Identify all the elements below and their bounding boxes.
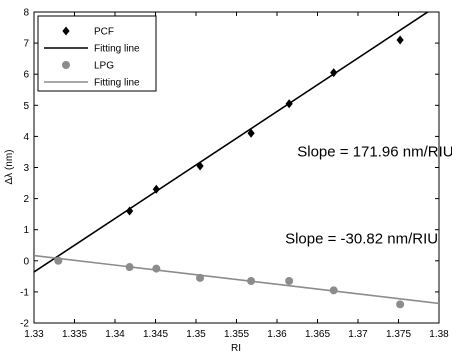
legend-label: Fitting line	[94, 78, 140, 89]
y-tick-label: 5	[23, 101, 29, 112]
legend-label: Fitting line	[94, 44, 140, 55]
legend-diamond-marker	[62, 26, 70, 36]
legend: PCF Fitting line LPG Fitting line	[37, 15, 157, 92]
x-tick-label: 1.34	[105, 329, 125, 340]
y-tick-label: 8	[23, 8, 29, 19]
pcf-data-point	[196, 161, 204, 171]
y-axis-label: Δλ (nm)	[4, 149, 15, 184]
lpg-data-point	[329, 286, 338, 295]
y-tick-label: 2	[23, 194, 29, 205]
x-axis-label: RI	[231, 343, 241, 352]
data-points	[54, 35, 405, 309]
y-tick-label: 6	[23, 70, 29, 81]
lpg-data-point	[285, 277, 294, 286]
lpg-fitting-line	[34, 254, 439, 305]
lpg-data-point	[125, 263, 134, 272]
y-tick-label: 0	[23, 256, 29, 267]
x-tick-label: 1.37	[348, 329, 368, 340]
pcf-fitting-line	[34, 12, 430, 273]
x-tick-label: 1.375	[386, 329, 411, 340]
y-tick-label: -1	[20, 287, 29, 298]
legend-label: PCF	[94, 27, 114, 38]
x-tick-label: 1.345	[143, 329, 168, 340]
x-tick-label: 1.365	[305, 329, 330, 340]
legend-label: LPG	[94, 61, 114, 72]
x-tick-label: 1.335	[62, 329, 87, 340]
annotations: Slope = 171.96 nm/RIU Slope = -30.82 nm/R…	[285, 144, 452, 248]
lpg-data-point	[152, 264, 161, 273]
pcf-data-point	[285, 99, 293, 109]
lpg-data-point	[196, 273, 205, 282]
fit-lines	[34, 12, 439, 305]
pcf-data-point	[247, 128, 255, 138]
legend-circle-marker	[62, 61, 70, 69]
y-tick-label: 3	[23, 163, 29, 174]
axis-ticks: 1.33 1.335 1.34 1.345 1.35 1.355 1.36 1.365 1.37…	[20, 8, 449, 341]
y-tick-label: 1	[23, 225, 29, 236]
lpg-data-point	[396, 300, 405, 309]
x-tick-label: 1.36	[267, 329, 287, 340]
x-tick-label: 1.38	[429, 329, 449, 340]
x-tick-label: 1.355	[224, 329, 249, 340]
legend-box	[37, 15, 157, 92]
y-tick-label: 7	[23, 39, 29, 50]
x-tick-label: 1.35	[186, 329, 206, 340]
x-tick-label: 1.33	[24, 329, 44, 340]
lpg-data-point	[54, 256, 63, 265]
pcf-data-point	[125, 206, 134, 216]
y-tick-label: 4	[23, 132, 29, 143]
pcf-data-point	[330, 68, 338, 78]
pcf-data-point	[396, 35, 404, 45]
y-tick-label: -2	[20, 319, 29, 330]
lpg-data-point	[247, 277, 256, 286]
pcf-data-point	[152, 184, 160, 194]
slope-annotation: Slope = -30.82 nm/RIU	[285, 231, 438, 248]
slope-annotation: Slope = 171.96 nm/RIU	[297, 144, 452, 161]
